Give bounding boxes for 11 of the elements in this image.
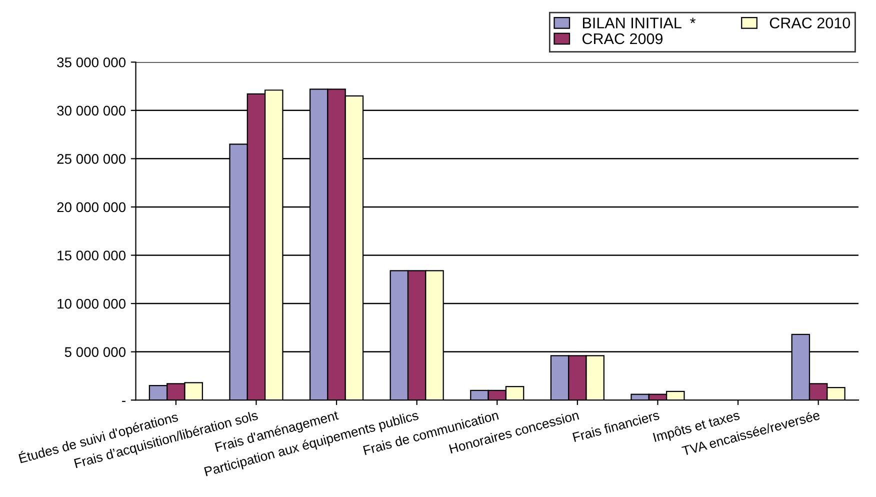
legend-label: CRAC 2009 <box>582 33 663 44</box>
y-tick-label: 10 000 000 <box>58 298 126 309</box>
y-tick-label: 35 000 000 <box>57 57 126 68</box>
legend-label: BILAN INITIAL * <box>582 18 696 28</box>
y-tick-label: 20 000 000 <box>57 202 126 212</box>
y-tick-label: - <box>122 400 126 402</box>
y-tick-label: 30 000 000 <box>57 106 126 116</box>
y-tick-label: 15 000 000 <box>58 250 126 260</box>
y-tick-label: 5 000 000 <box>64 347 126 357</box>
y-tick-label: 25 000 000 <box>57 154 126 164</box>
legend-label: CRAC 2010 <box>770 18 850 28</box>
